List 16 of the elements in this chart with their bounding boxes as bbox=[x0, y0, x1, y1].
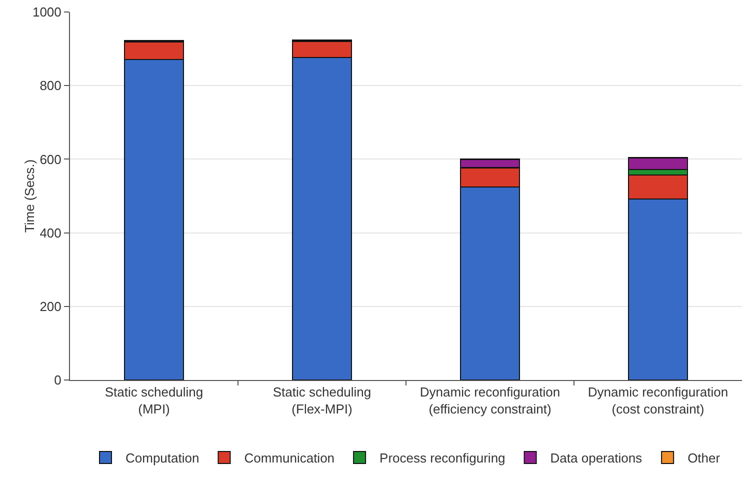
y-tick-label: 600 bbox=[40, 152, 62, 167]
y-tick-label: 200 bbox=[40, 298, 62, 314]
x-tick-label: Dynamic reconfiguration (efficiency constraint) bbox=[420, 384, 560, 416]
x-tick-label: Static scheduling (Flex-MPI) bbox=[272, 384, 372, 416]
legend-label: Computation bbox=[126, 450, 200, 466]
legend-label: Communication bbox=[244, 450, 335, 466]
y-tick-label: 0 bbox=[54, 372, 62, 388]
legend-label: Process reconfiguring bbox=[380, 450, 506, 466]
y-axis-title: Time (Secs.) bbox=[22, 159, 37, 233]
y-tick-label: 800 bbox=[40, 78, 62, 94]
legend-label: Data operations bbox=[550, 450, 643, 466]
x-tick-label: Static scheduling (MPI) bbox=[104, 384, 204, 416]
x-tick-label: Dynamic reconfiguration (cost constraint) bbox=[588, 384, 728, 416]
y-tick-label: 1000 bbox=[32, 4, 62, 20]
y-tick-label: 400 bbox=[40, 225, 62, 240]
legend-label: Other bbox=[688, 450, 721, 466]
